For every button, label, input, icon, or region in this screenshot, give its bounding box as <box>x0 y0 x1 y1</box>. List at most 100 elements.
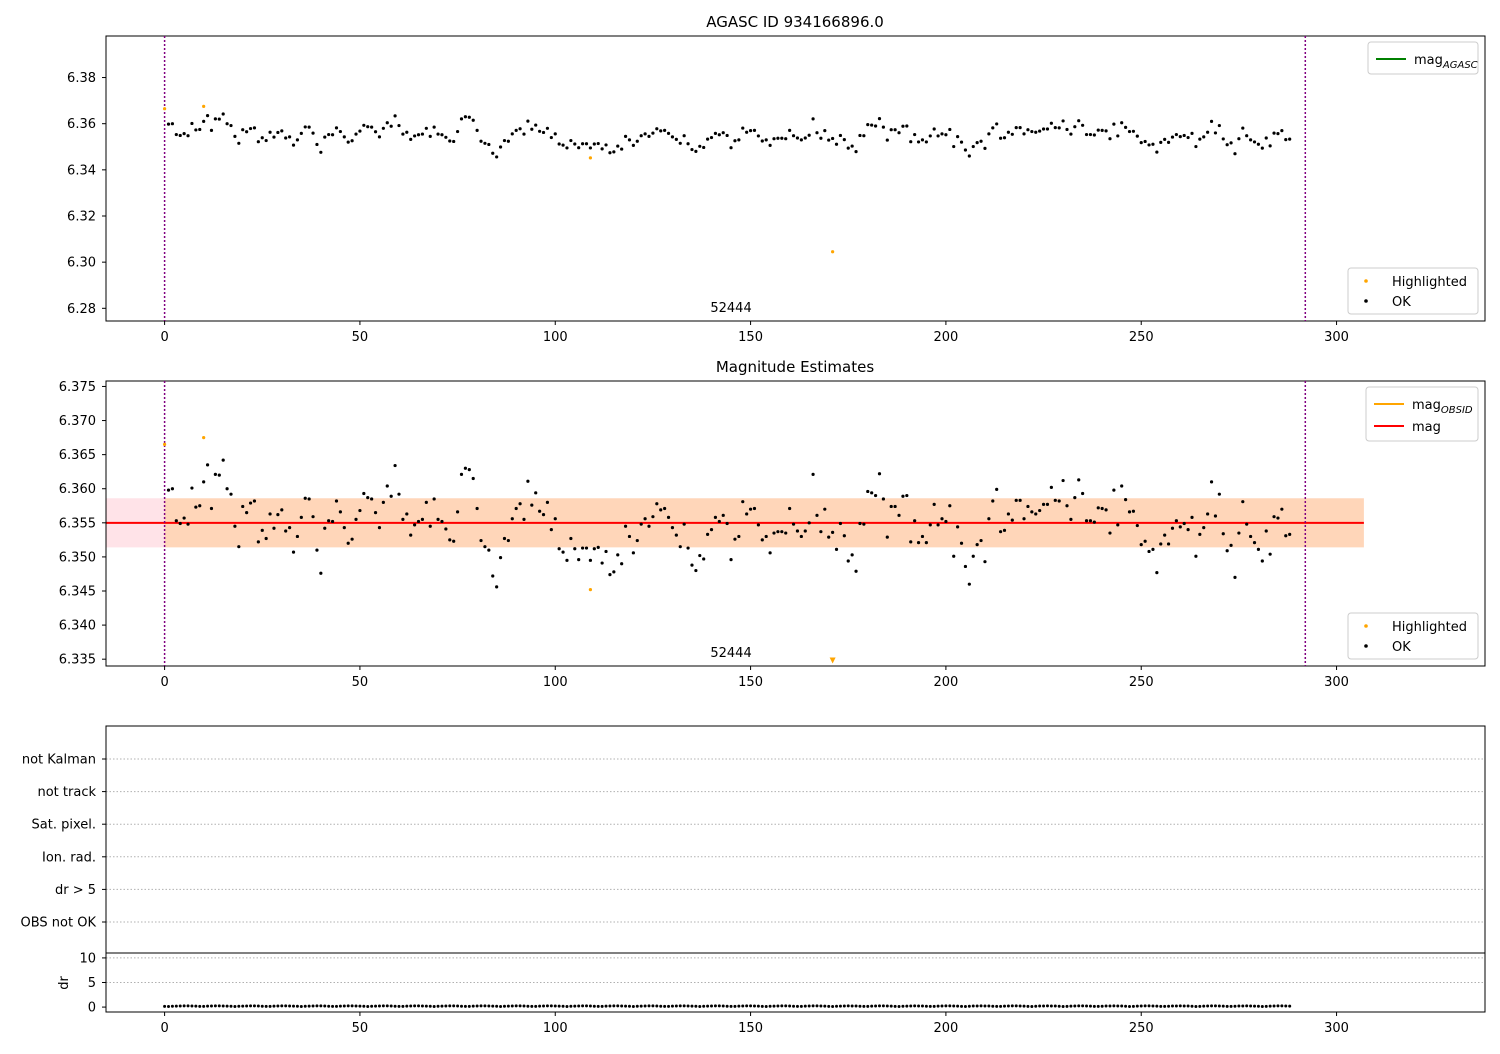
ok-point <box>893 128 897 132</box>
ok-point <box>932 502 936 507</box>
dr-point <box>1206 1004 1210 1008</box>
ok-point <box>1022 132 1026 136</box>
ok-point <box>604 549 608 554</box>
ok-point <box>182 516 186 520</box>
ok-point <box>405 130 409 134</box>
ok-point <box>1186 135 1190 140</box>
ok-point <box>893 504 897 509</box>
dr-point <box>272 1004 276 1008</box>
dr-point <box>377 1004 381 1008</box>
ok-point <box>1174 519 1178 523</box>
ok-point <box>791 522 796 526</box>
ok-point <box>491 151 495 155</box>
ok-point <box>627 138 632 142</box>
ok-point <box>838 521 843 526</box>
x-tick-label: 300 <box>1324 675 1349 690</box>
ok-point <box>330 133 335 137</box>
ok-point <box>772 531 776 535</box>
ok-point <box>1112 488 1116 492</box>
ok-point <box>573 142 577 146</box>
ok-point <box>178 133 182 138</box>
ok-point <box>995 487 999 492</box>
dr-point <box>874 1004 878 1008</box>
dr-point <box>772 1004 776 1008</box>
ok-point <box>592 547 596 551</box>
dr-point <box>963 1004 967 1008</box>
dr-point <box>1135 1004 1139 1008</box>
ok-point <box>838 133 843 138</box>
ok-point <box>725 133 729 138</box>
ok-point <box>1241 126 1245 130</box>
dr-point <box>686 1004 690 1008</box>
dr-point <box>405 1004 409 1008</box>
ok-point <box>502 138 507 143</box>
figure-title: AGASC ID 934166896.0 <box>706 13 884 31</box>
ok-point <box>323 526 327 530</box>
dr-point <box>733 1004 737 1008</box>
dr-point <box>706 1004 710 1008</box>
ok-point <box>799 138 803 142</box>
dr-point <box>370 1004 374 1008</box>
dr-point <box>858 1004 862 1008</box>
x-tick-label: 0 <box>160 330 168 345</box>
ok-point <box>854 569 858 573</box>
ok-point <box>975 543 979 547</box>
ok-point <box>729 146 733 150</box>
ok-point <box>1014 498 1018 502</box>
ok-point <box>1209 119 1214 123</box>
ok-point <box>1147 143 1151 147</box>
ok-point <box>1237 137 1241 141</box>
ok-point <box>975 141 979 145</box>
ok-point <box>268 130 272 134</box>
ok-point <box>967 154 971 158</box>
dr-point <box>795 1004 799 1008</box>
ok-point <box>229 123 233 128</box>
dr-point <box>1131 1004 1135 1008</box>
dr-point <box>987 1004 991 1008</box>
ok-point <box>756 523 760 527</box>
ok-point <box>354 517 358 522</box>
ok-point <box>1198 137 1202 141</box>
highlighted-point <box>588 156 593 160</box>
ok-point <box>940 517 944 521</box>
dr-point <box>971 1004 975 1008</box>
ok-point <box>776 136 780 140</box>
dr-point <box>1245 1004 1249 1008</box>
ok-point <box>245 510 249 515</box>
dr-point <box>256 1004 260 1008</box>
ok-point <box>577 558 581 562</box>
ok-point <box>1124 125 1128 129</box>
ok-point <box>1206 512 1210 516</box>
ok-point <box>811 472 815 477</box>
ok-point <box>1108 137 1112 141</box>
dr-point <box>397 1004 401 1008</box>
ok-point <box>756 134 760 138</box>
ok-point <box>1069 132 1073 136</box>
ok-point <box>444 527 448 531</box>
ok-point <box>627 534 632 539</box>
ok-point <box>1288 532 1292 537</box>
ok-point <box>983 146 987 150</box>
dr-point <box>420 1004 424 1008</box>
ok-point <box>166 122 171 126</box>
dr-point <box>553 1004 557 1008</box>
y-tick-label: 6.340 <box>59 619 96 634</box>
dr-point <box>327 1004 331 1008</box>
dr-point <box>448 1004 452 1008</box>
ok-point <box>631 551 635 555</box>
ok-point <box>303 125 307 129</box>
ok-point <box>510 517 514 521</box>
dr-point <box>1272 1004 1276 1008</box>
ok-point <box>428 134 432 138</box>
agasc-mag-panel: 0 50 100 150 200 250 300 6.28 6.30 6.32 6.34 6.36 6.… <box>67 35 1486 345</box>
ok-point <box>1034 512 1038 516</box>
ok-point <box>659 129 663 133</box>
highlighted-point <box>162 442 167 447</box>
ok-point <box>580 142 585 146</box>
ok-point <box>620 147 624 151</box>
dr-point <box>674 1004 678 1008</box>
ok-point <box>502 536 507 541</box>
dr-point <box>764 1004 768 1008</box>
ok-point <box>209 506 214 511</box>
dr-point <box>241 1004 245 1008</box>
